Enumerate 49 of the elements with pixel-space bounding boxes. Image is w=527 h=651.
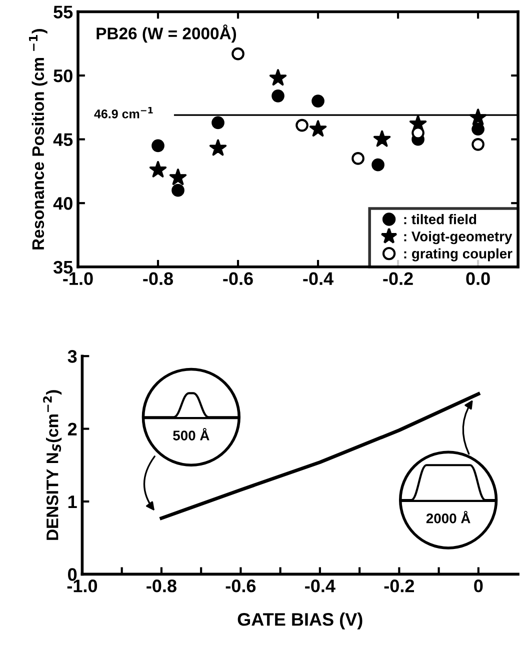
y-tick-label: 55 [54, 6, 73, 18]
y-tick-label: 2 [68, 422, 77, 436]
ref-line-label: 46.9 cm$^{−1}$ [94, 107, 153, 118]
y-tick-label: 50 [54, 69, 72, 82]
x-tick-label: -0.8 [146, 580, 176, 592]
legend-label: : Voigt-geometry [404, 231, 512, 244]
point [373, 130, 391, 147]
x-axis-title: GATE BIAS (V) [238, 612, 362, 630]
point [152, 139, 164, 152]
y-tick-label: 40 [53, 197, 72, 210]
y-tick-label: 3 [68, 350, 77, 363]
point [296, 118, 308, 132]
x-tick-label: -0.4 [303, 272, 334, 286]
x-tick-label: -0.4 [305, 580, 336, 592]
legend-label: : grating coupler [404, 248, 512, 262]
x-tick-label: -0.2 [383, 272, 413, 286]
point [372, 158, 384, 172]
point [472, 122, 484, 136]
point [269, 69, 287, 86]
point [309, 120, 327, 137]
point [232, 47, 244, 60]
point [169, 168, 187, 186]
y-tick-label: 1 [68, 496, 77, 508]
annotation: 500 Å [173, 428, 210, 440]
point [312, 94, 324, 108]
x-tick-label: -0.6 [226, 580, 256, 592]
x-tick-label: -0.6 [223, 272, 253, 286]
point [272, 90, 284, 102]
y-tick-label: 35 [53, 260, 73, 274]
legend-label: : tilted field [404, 214, 476, 224]
point [209, 139, 227, 156]
x-tick-label: 0 [474, 580, 483, 592]
point [472, 138, 484, 151]
point [172, 184, 184, 197]
y-axis-title: DENSITY N$_{S}$(cm$^{−2}$) [43, 390, 62, 540]
x-tick-label: -0.2 [384, 580, 414, 592]
point [212, 116, 224, 130]
x-tick-label: -0.8 [143, 272, 174, 286]
annotation: 2000 Å [426, 510, 470, 524]
x-tick-label: 0.0 [466, 272, 490, 286]
annotation: PB26 (W = 2000Å) [96, 24, 236, 43]
x-tick-label: -1.0 [63, 272, 93, 286]
x-tick-label: -1.0 [67, 580, 98, 592]
y-tick-label: 45 [53, 133, 73, 146]
point [149, 160, 167, 178]
y-tick-label: 0 [68, 568, 77, 581]
y-axis-title: Resonance Position (cm $^{−1}$) [29, 29, 48, 250]
point [469, 108, 487, 126]
point [352, 152, 364, 165]
